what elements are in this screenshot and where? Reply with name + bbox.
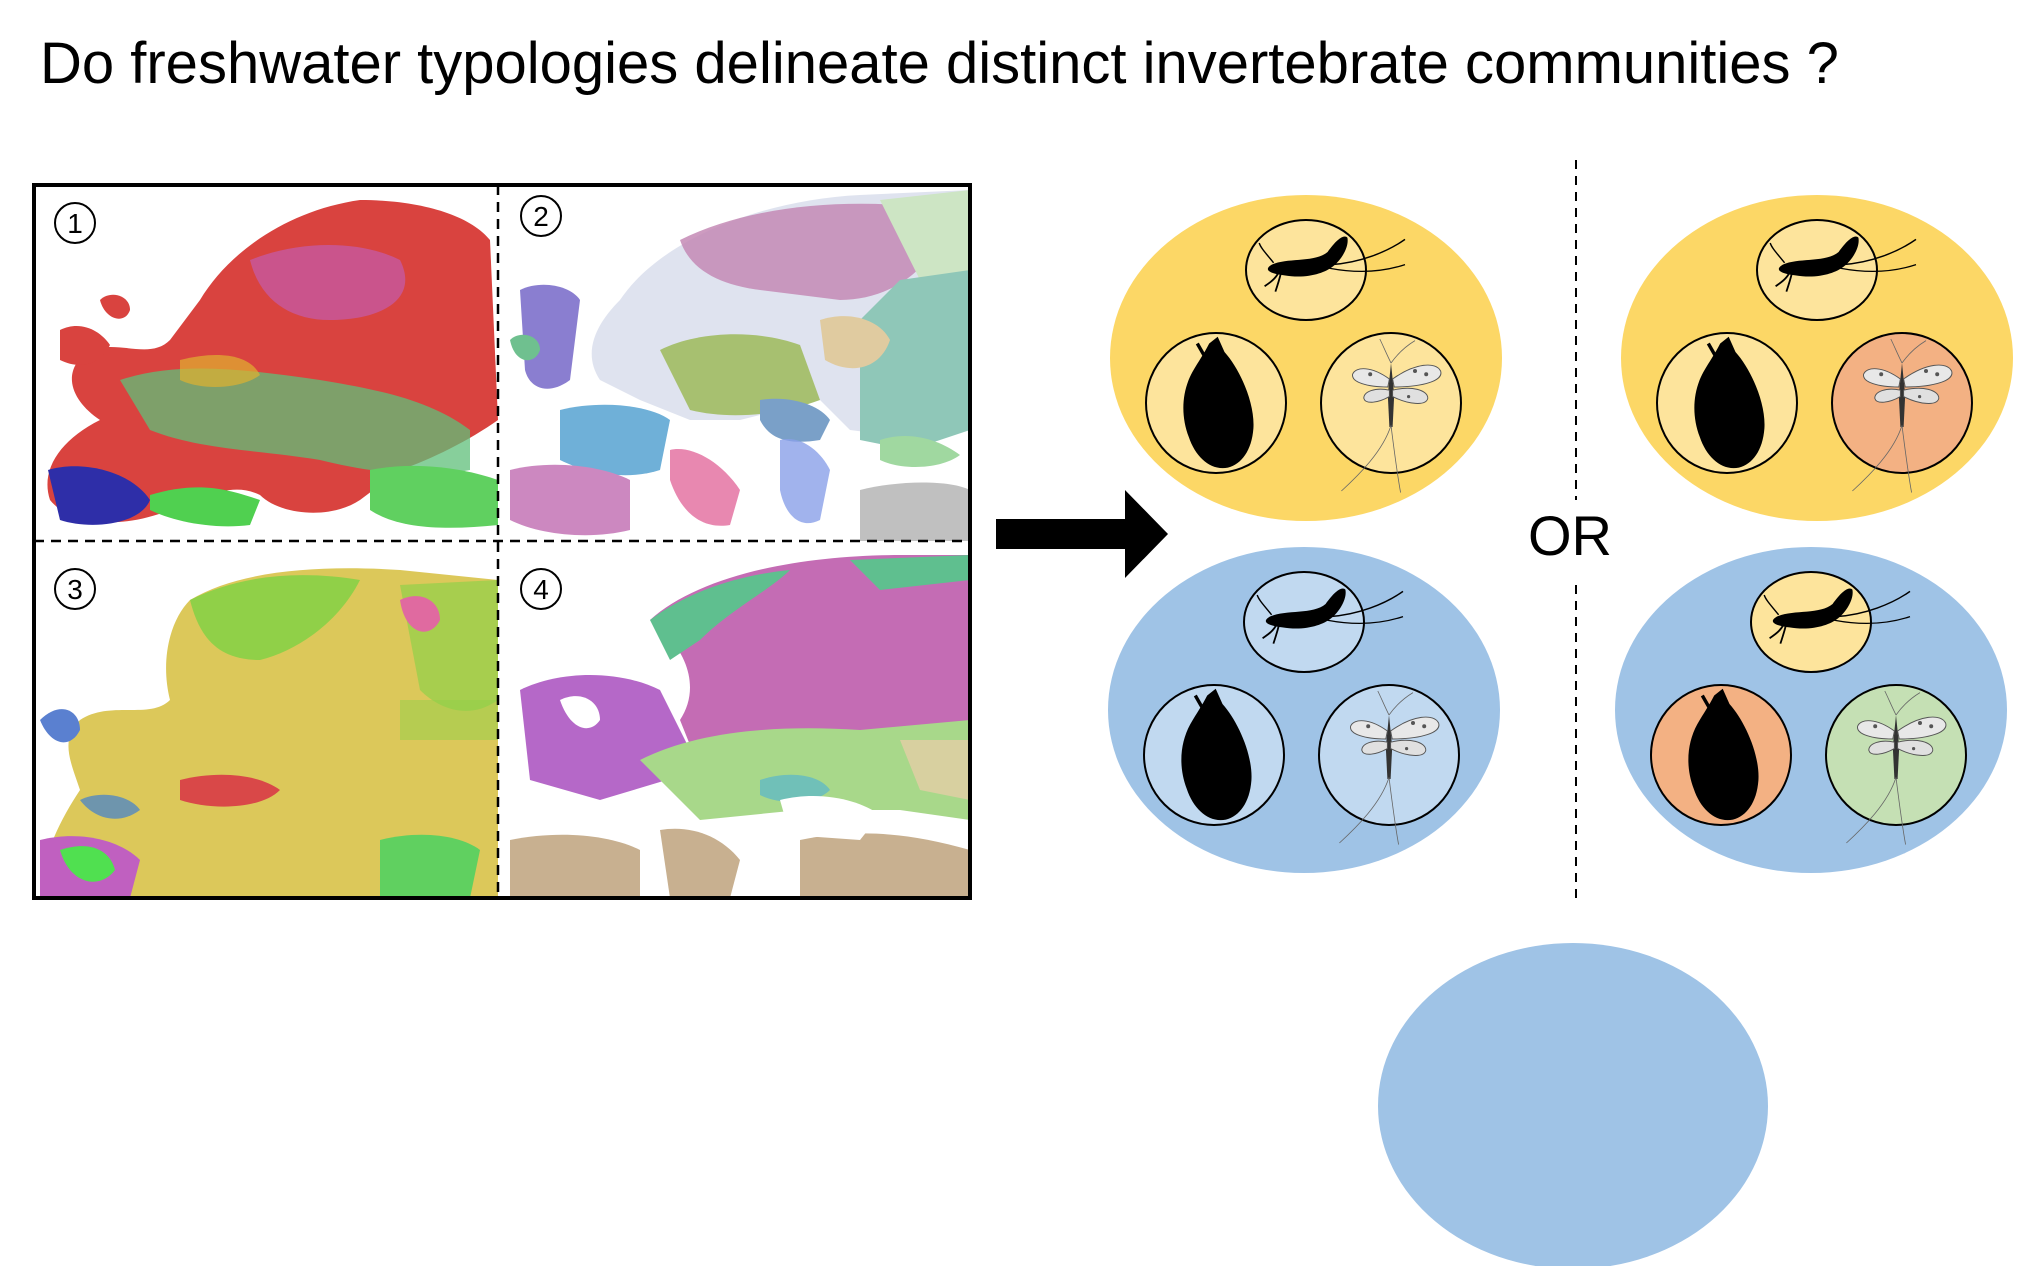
map-panel-1 [34, 185, 498, 541]
panel-number-badge-1: 1 [54, 202, 96, 244]
mayfly-icon [1750, 571, 1911, 673]
extra-blue-ellipse [1378, 943, 1768, 1266]
right-arrow-icon [996, 490, 1168, 578]
or-label: OR [1528, 504, 1612, 567]
winged-insect-icon [1318, 684, 1460, 846]
winged-insect-icon [1831, 332, 1973, 494]
winged-insect-icon [1320, 332, 1462, 494]
community-group-2-1 [1621, 195, 2013, 521]
map-panel-3 [34, 541, 498, 898]
svg-text:2: 2 [533, 201, 549, 232]
community-group-1-1 [1110, 195, 1502, 521]
map-panel-4 [498, 541, 970, 898]
mayfly-icon [1243, 571, 1404, 673]
community-group-1-2 [1108, 547, 1500, 873]
snail-icon [1145, 332, 1287, 474]
svg-text:3: 3 [67, 574, 83, 605]
svg-text:4: 4 [533, 574, 549, 605]
winged-insect-icon [1825, 684, 1967, 846]
community-group-2-2 [1615, 547, 2007, 873]
typology-maps-panel: 1 2 3 4 [32, 183, 972, 900]
snail-icon [1650, 684, 1792, 826]
svg-text:1: 1 [67, 208, 83, 239]
mayfly-icon [1756, 219, 1917, 321]
panel-number-badge-2: 2 [520, 195, 562, 237]
page-title: Do freshwater typologies delineate disti… [40, 31, 1839, 96]
community-groups [1108, 195, 2013, 873]
mayfly-icon [1245, 219, 1406, 321]
panel-number-badge-4: 4 [520, 568, 562, 610]
snail-icon [1143, 684, 1285, 826]
panel-number-badge-3: 3 [54, 568, 96, 610]
snail-icon [1656, 332, 1798, 474]
map-panel-2 [498, 185, 970, 541]
